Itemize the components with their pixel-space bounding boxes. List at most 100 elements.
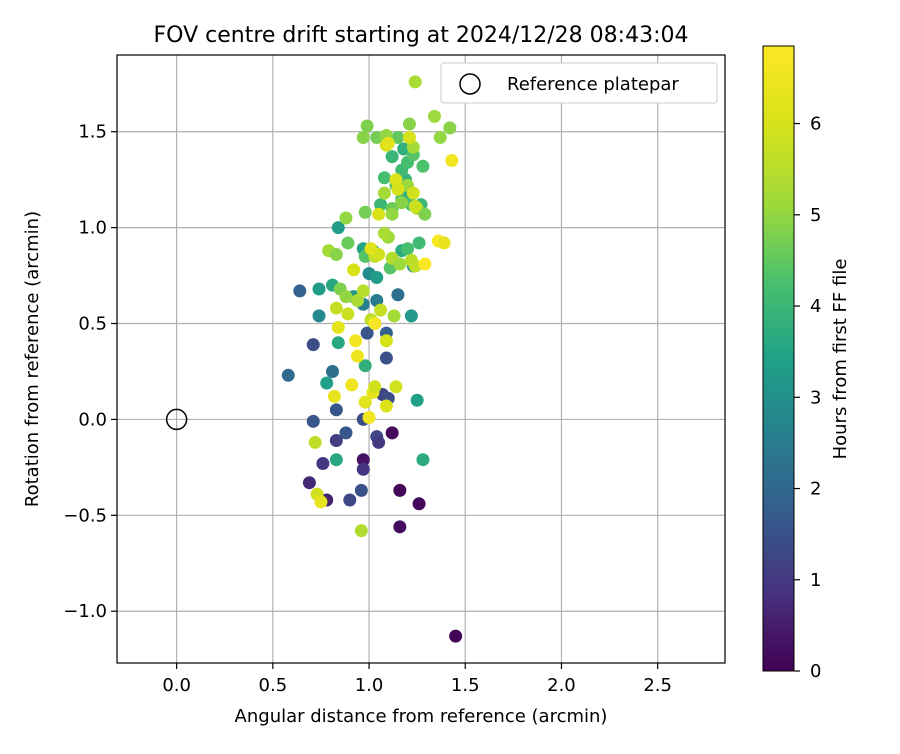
scatter-point [372, 435, 386, 449]
scatter-point [397, 142, 411, 156]
scatter-point [427, 109, 441, 123]
scatter-point [404, 309, 418, 323]
scatter-point [329, 247, 343, 261]
legend: Reference platepar [440, 62, 718, 104]
scatter-point [351, 294, 365, 308]
scatter-point [387, 309, 401, 323]
scatter-point [368, 380, 382, 394]
scatter-point [374, 303, 388, 317]
data-points [281, 75, 463, 643]
legend-box [440, 62, 718, 104]
scatter-point [402, 130, 416, 144]
scatter-point [358, 205, 372, 219]
colorbar-tick-label: 1 [810, 570, 821, 591]
scatter-point [293, 284, 307, 298]
scatter-point [329, 403, 343, 417]
scatter-point [395, 196, 409, 210]
scatter-point [339, 426, 353, 440]
plot-frame [116, 54, 726, 664]
scatter-point [377, 171, 391, 185]
y-tick-label: −0.5 [63, 505, 107, 526]
scatter-point [418, 257, 432, 271]
chart-title: FOV centre drift starting at 2024/12/28 … [154, 23, 689, 48]
scatter-point [306, 338, 320, 352]
scatter-point [302, 476, 316, 490]
scatter-point [339, 211, 353, 225]
reference-platepar-marker [165, 408, 188, 431]
scatter-point [358, 359, 372, 373]
scatter-point [368, 317, 382, 331]
scatter-point [354, 524, 368, 538]
scatter-point [393, 483, 407, 497]
colorbar-tick-label: 0 [810, 661, 821, 682]
scatter-point [341, 307, 355, 321]
y-tick-label: −1.0 [63, 601, 107, 622]
scatter-point [408, 200, 422, 214]
x-axis-label: Angular distance from reference (arcmin) [235, 706, 608, 727]
grid-lines [117, 55, 725, 663]
colorbar-tick-label: 6 [810, 114, 821, 135]
scatter-point [345, 378, 359, 392]
scatter-point [341, 236, 355, 250]
x-tick-label: 1.5 [451, 675, 480, 696]
scatter-point [349, 334, 363, 348]
scatter-point [358, 395, 372, 409]
legend-marker-reference [459, 73, 481, 95]
scatter-point [408, 259, 422, 273]
scatter-point [408, 75, 422, 89]
colorbar: 0 1 2 3 4 5 6 Hours from first FF file [762, 45, 851, 682]
scatter-point [410, 393, 424, 407]
scatter-point [401, 242, 415, 256]
scatter-point [362, 410, 376, 424]
x-tick-label: 0.0 [162, 675, 191, 696]
x-tick-label: 2.0 [547, 675, 576, 696]
scatter-point [377, 226, 391, 240]
y-tick-label: 1.5 [78, 122, 107, 143]
scatter-point [393, 257, 407, 271]
scatter-point [385, 150, 399, 164]
scatter-point [372, 207, 386, 221]
scatter-point [331, 320, 345, 334]
scatter-point [356, 453, 370, 467]
scatter-point [391, 182, 405, 196]
scatter-point [331, 336, 345, 350]
scatter-point [389, 380, 403, 394]
scatter-point [329, 434, 343, 448]
scatter-point [381, 136, 395, 150]
colorbar-tick-label: 2 [810, 479, 821, 500]
scatter-point [339, 290, 353, 304]
scatter-point [449, 629, 463, 643]
x-axis-ticks: 0.0 0.5 1.0 1.5 2.0 2.5 [162, 663, 672, 696]
scatter-point [329, 453, 343, 467]
scatter-point [443, 121, 457, 135]
scatter-point [406, 186, 420, 200]
scatter-point [347, 263, 361, 277]
scatter-point [306, 414, 320, 428]
y-axis-label: Rotation from reference (arcmin) [22, 211, 43, 507]
scatter-point [331, 221, 345, 235]
scatter-point [314, 495, 328, 509]
scatter-point [393, 520, 407, 534]
scatter-point [437, 236, 451, 250]
scatter-point [391, 130, 405, 144]
y-tick-label: 1.0 [78, 218, 107, 239]
scatter-point [370, 130, 384, 144]
scatter-point [418, 207, 432, 221]
scatter-point [445, 153, 459, 167]
scatter-point [312, 309, 326, 323]
scatter-point [356, 462, 370, 476]
colorbar-ticks: 0 1 2 3 4 5 6 [794, 114, 821, 682]
scatter-point [416, 453, 430, 467]
scatter-point [281, 368, 295, 382]
scatter-point [354, 483, 368, 497]
scatter-point [312, 282, 326, 296]
y-tick-label: 0.5 [78, 314, 107, 335]
legend-label-reference: Reference platepar [507, 74, 679, 95]
scatter-point [360, 326, 374, 340]
scatter-point [385, 207, 399, 221]
colorbar-tick-label: 3 [810, 387, 821, 408]
scatter-point [320, 376, 334, 390]
scatter-point [391, 288, 405, 302]
